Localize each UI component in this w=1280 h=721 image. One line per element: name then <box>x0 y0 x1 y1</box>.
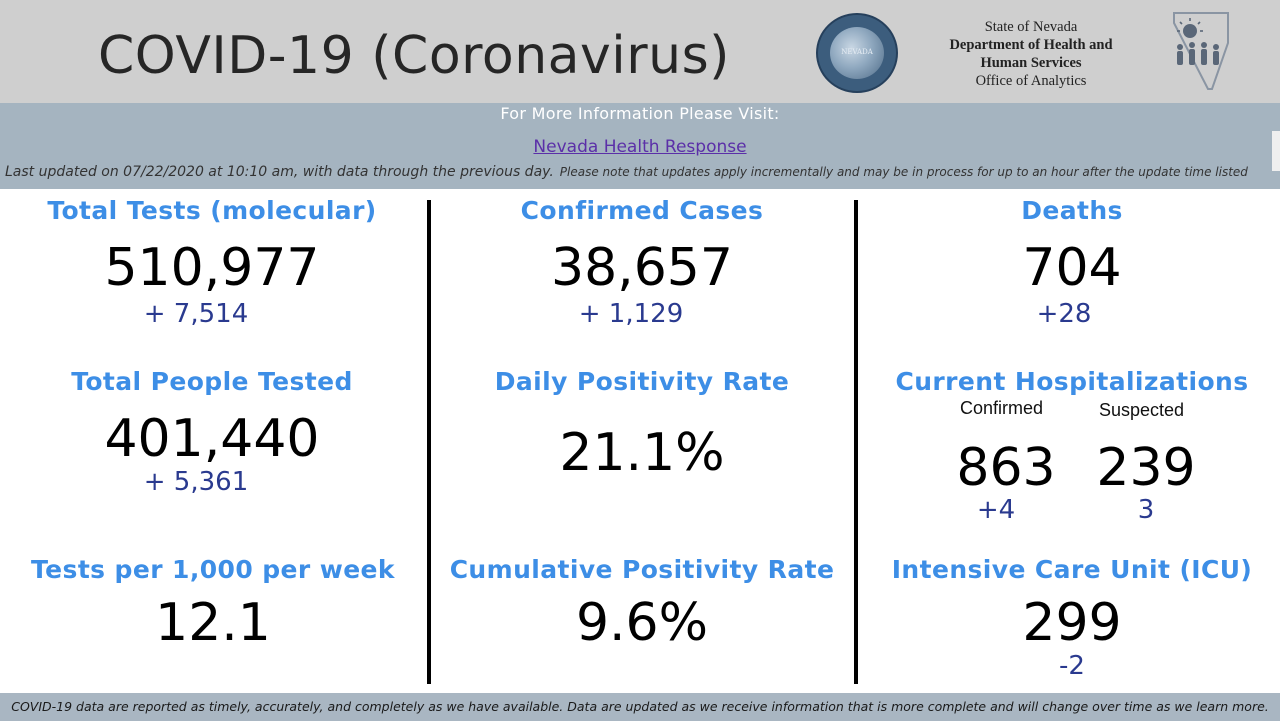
divider-right <box>854 200 858 684</box>
org-line-state: State of Nevada <box>984 19 1078 35</box>
seal-text: NEVADA <box>841 48 873 56</box>
info-band <box>0 103 1280 189</box>
nevada-state-seal-icon: NEVADA <box>816 13 898 93</box>
cumulative-positivity-value: 9.6% <box>575 593 709 653</box>
hospitalizations-suspected-delta: 3 <box>1137 495 1155 525</box>
tests-per-1000-label: Tests per 1,000 per week <box>31 555 395 584</box>
header-bar <box>0 0 1280 103</box>
last-updated-main: Last updated on 07/22/2020 at 10:10 am, … <box>5 164 554 180</box>
org-block: State of Nevada Department of Health and… <box>926 18 1136 90</box>
dhhs-logo-icon <box>1173 12 1229 90</box>
confirmed-cases-delta: + 1,129 <box>578 299 684 329</box>
hospitalizations-label: Current Hospitalizations <box>895 367 1249 396</box>
info-visit-text: For More Information Please Visit: <box>500 104 780 123</box>
confirmed-cases-value: 38,657 <box>551 238 733 298</box>
org-line-office: Office of Analytics <box>975 73 1087 89</box>
hospitalizations-confirmed-label: Confirmed <box>960 398 1044 418</box>
org-line-department: Department of Health and <box>949 37 1113 53</box>
icu-value: 299 <box>1022 593 1122 653</box>
org-line-department-2: Human Services <box>980 55 1082 71</box>
icu-delta: -2 <box>1059 651 1085 681</box>
total-tests-value: 510,977 <box>104 238 320 298</box>
nevada-health-response-link[interactable]: Nevada Health Response <box>533 137 747 157</box>
hospitalizations-suspected-value: 239 <box>1096 438 1196 498</box>
tests-per-1000-value: 12.1 <box>155 593 271 653</box>
hospitalizations-suspected-label: Suspected <box>1099 400 1185 420</box>
total-tests-delta: + 7,514 <box>143 299 249 329</box>
deaths-label: Deaths <box>1021 196 1123 225</box>
page-title: COVID-19 (Coronavirus) <box>98 26 730 86</box>
confirmed-cases-label: Confirmed Cases <box>520 196 764 225</box>
divider-left <box>427 200 431 684</box>
total-people-tested-delta: + 5,361 <box>143 467 249 497</box>
hospitalizations-confirmed-value: 863 <box>956 438 1056 498</box>
daily-positivity-label: Daily Positivity Rate <box>494 367 790 396</box>
total-people-tested-value: 401,440 <box>104 409 320 469</box>
footer-disclaimer: COVID-19 data are reported as timely, ac… <box>0 693 1280 721</box>
scrollbar-thumb[interactable] <box>1272 131 1280 171</box>
total-tests-label: Total Tests (molecular) <box>47 196 377 225</box>
cumulative-positivity-label: Cumulative Positivity Rate <box>449 555 835 584</box>
deaths-delta: +28 <box>1036 299 1092 329</box>
daily-positivity-value: 21.1% <box>559 423 725 483</box>
hospitalizations-confirmed-delta: +4 <box>976 495 1016 525</box>
icu-label: Intensive Care Unit (ICU) <box>891 555 1253 584</box>
total-people-tested-label: Total People Tested <box>71 367 353 396</box>
last-updated-text: Last updated on 07/22/2020 at 10:10 am, … <box>5 161 1275 180</box>
last-updated-note: Please note that updates apply increment… <box>559 165 1248 179</box>
deaths-value: 704 <box>1022 238 1122 298</box>
